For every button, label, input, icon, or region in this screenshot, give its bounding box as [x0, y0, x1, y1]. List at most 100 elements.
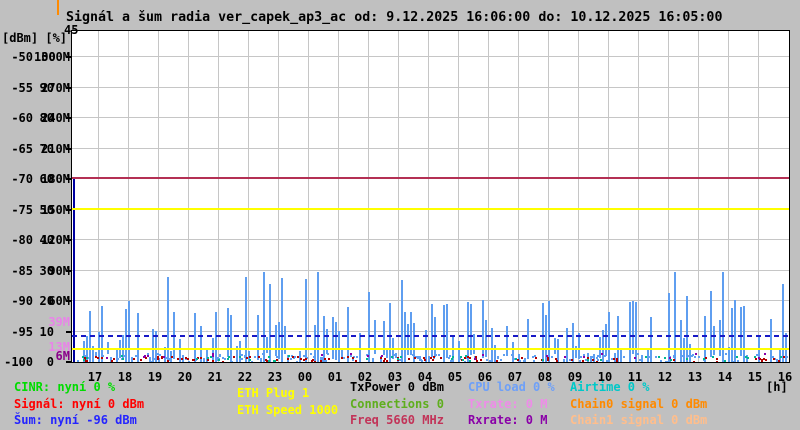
y-label-dbm: -55: [11, 81, 33, 95]
y-axis-tick: [66, 56, 71, 58]
floor-speck: [548, 358, 550, 360]
floor-speck: [764, 353, 766, 355]
y-label-rate: 120M: [41, 233, 70, 247]
floor-speck: [754, 356, 756, 358]
noise-bar: [785, 333, 787, 362]
floor-speck: [292, 356, 294, 358]
floor-speck: [386, 360, 388, 362]
floor-speck: [617, 360, 619, 362]
floor-speck: [212, 360, 214, 362]
legend-item: CPU load 0 %: [468, 380, 555, 394]
x-label-hour: 17: [87, 370, 103, 384]
floor-speck: [231, 361, 233, 362]
floor-speck: [725, 353, 727, 355]
floor-speck: [515, 358, 517, 360]
noise-bar: [374, 320, 376, 354]
floor-speck: [149, 357, 151, 359]
floor-speck: [244, 356, 246, 358]
x-label-hour: 05: [447, 370, 463, 384]
noise-bar: [410, 312, 412, 355]
noise-bar: [341, 348, 343, 358]
floor-speck: [542, 359, 544, 361]
v-gridline: [728, 31, 729, 362]
chain0-marker-line: [57, 0, 59, 15]
floor-speck: [165, 357, 167, 359]
floor-speck: [564, 356, 566, 358]
legend-item: ETH Speed 1000: [237, 402, 339, 417]
y-label-pct: 30: [39, 264, 54, 278]
floor-speck: [397, 359, 399, 361]
noise-bar: [215, 312, 217, 362]
floor-speck: [408, 358, 410, 360]
floor-speck: [579, 360, 581, 362]
floor-speck: [417, 357, 419, 359]
noise-bar: [647, 348, 649, 362]
plot-frame: [71, 30, 790, 363]
noise-bar: [557, 339, 559, 362]
noise-bar: [593, 354, 595, 362]
noise-bar: [77, 360, 79, 362]
floor-speck: [556, 360, 558, 362]
noise-bar: [239, 341, 241, 362]
floor-speck: [193, 359, 195, 361]
startup-spike-bar: [73, 178, 75, 362]
noise-bar: [200, 326, 202, 362]
floor-speck: [393, 354, 395, 356]
floor-speck: [185, 357, 187, 359]
x-label-hour: 00: [297, 370, 313, 384]
noise-bar: [347, 307, 349, 362]
floor-speck: [322, 357, 324, 359]
y-label-rate: 240M: [41, 111, 70, 125]
floor-speck: [185, 358, 187, 360]
floor-speck: [755, 358, 757, 360]
floor-speck: [666, 361, 668, 362]
floor-speck: [222, 361, 224, 362]
floor-speck: [669, 357, 671, 359]
floor-speck: [274, 360, 276, 362]
noise-bar: [740, 307, 742, 356]
floor-speck: [287, 358, 289, 360]
floor-speck: [212, 353, 214, 355]
floor-speck: [600, 359, 602, 361]
rate-marker-label: 6M: [55, 349, 70, 363]
floor-speck: [262, 353, 264, 355]
floor-speck: [84, 355, 86, 357]
noise-bar: [131, 357, 133, 362]
noise-bar: [632, 301, 634, 354]
noise-bar: [188, 361, 190, 362]
legend-group: Airtime 0 % Chain0 signal 0 dBm Chain1 sig…: [570, 381, 707, 430]
floor-speck: [84, 357, 86, 359]
noise-bar: [110, 357, 112, 362]
h-gridline: [72, 148, 789, 149]
floor-speck: [616, 358, 618, 360]
legend-item: Rxrate: 0 M: [468, 413, 548, 427]
floor-speck: [157, 353, 159, 355]
v-gridline: [368, 31, 369, 362]
noise-bar: [194, 313, 196, 362]
floor-speck: [485, 355, 487, 357]
floor-speck: [372, 358, 374, 360]
x-label-hour: 12: [657, 370, 673, 384]
floor-speck: [435, 354, 437, 356]
floor-speck: [424, 359, 426, 361]
noise-bar: [227, 308, 229, 357]
floor-speck: [432, 359, 434, 361]
floor-speck: [154, 358, 156, 360]
y-label-dbm: -60: [11, 111, 33, 125]
floor-speck: [673, 355, 675, 357]
noise-bar: [158, 358, 160, 362]
noise-bar: [335, 322, 337, 360]
floor-speck: [716, 358, 718, 360]
floor-speck: [249, 356, 251, 358]
y-axis-tick: [66, 239, 71, 241]
floor-speck: [438, 354, 440, 356]
floor-speck: [582, 360, 584, 362]
legend-item: Txrate: 0 M: [468, 396, 548, 411]
floor-speck: [196, 358, 198, 360]
floor-speck: [774, 358, 776, 360]
floor-speck: [187, 358, 189, 360]
noise-bar: [431, 304, 433, 357]
floor-speck: [606, 360, 608, 362]
noise-bar: [395, 353, 397, 358]
noise-bar: [635, 302, 637, 362]
